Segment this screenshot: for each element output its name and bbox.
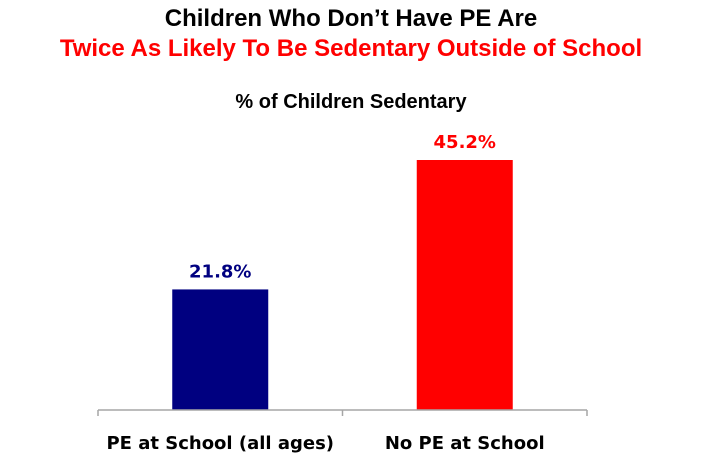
bar-1: [416, 160, 513, 410]
bar-0: [172, 289, 269, 410]
chart-title: Children Who Don’t Have PE Are: [164, 5, 538, 32]
category-label-0: PE at School (all ages): [106, 433, 334, 454]
category-label-1: No PE at School: [385, 433, 545, 454]
plot-area: 21.8% PE at School (all ages) 45.2% No PE a…: [97, 132, 588, 454]
chart-heading: % of Children Sedentary: [235, 91, 467, 113]
value-label-0: 21.8%: [189, 261, 251, 282]
value-label-1: 45.2%: [434, 132, 496, 153]
chart-subtitle: Twice As Likely To Be Sedentary Outside …: [59, 35, 643, 62]
